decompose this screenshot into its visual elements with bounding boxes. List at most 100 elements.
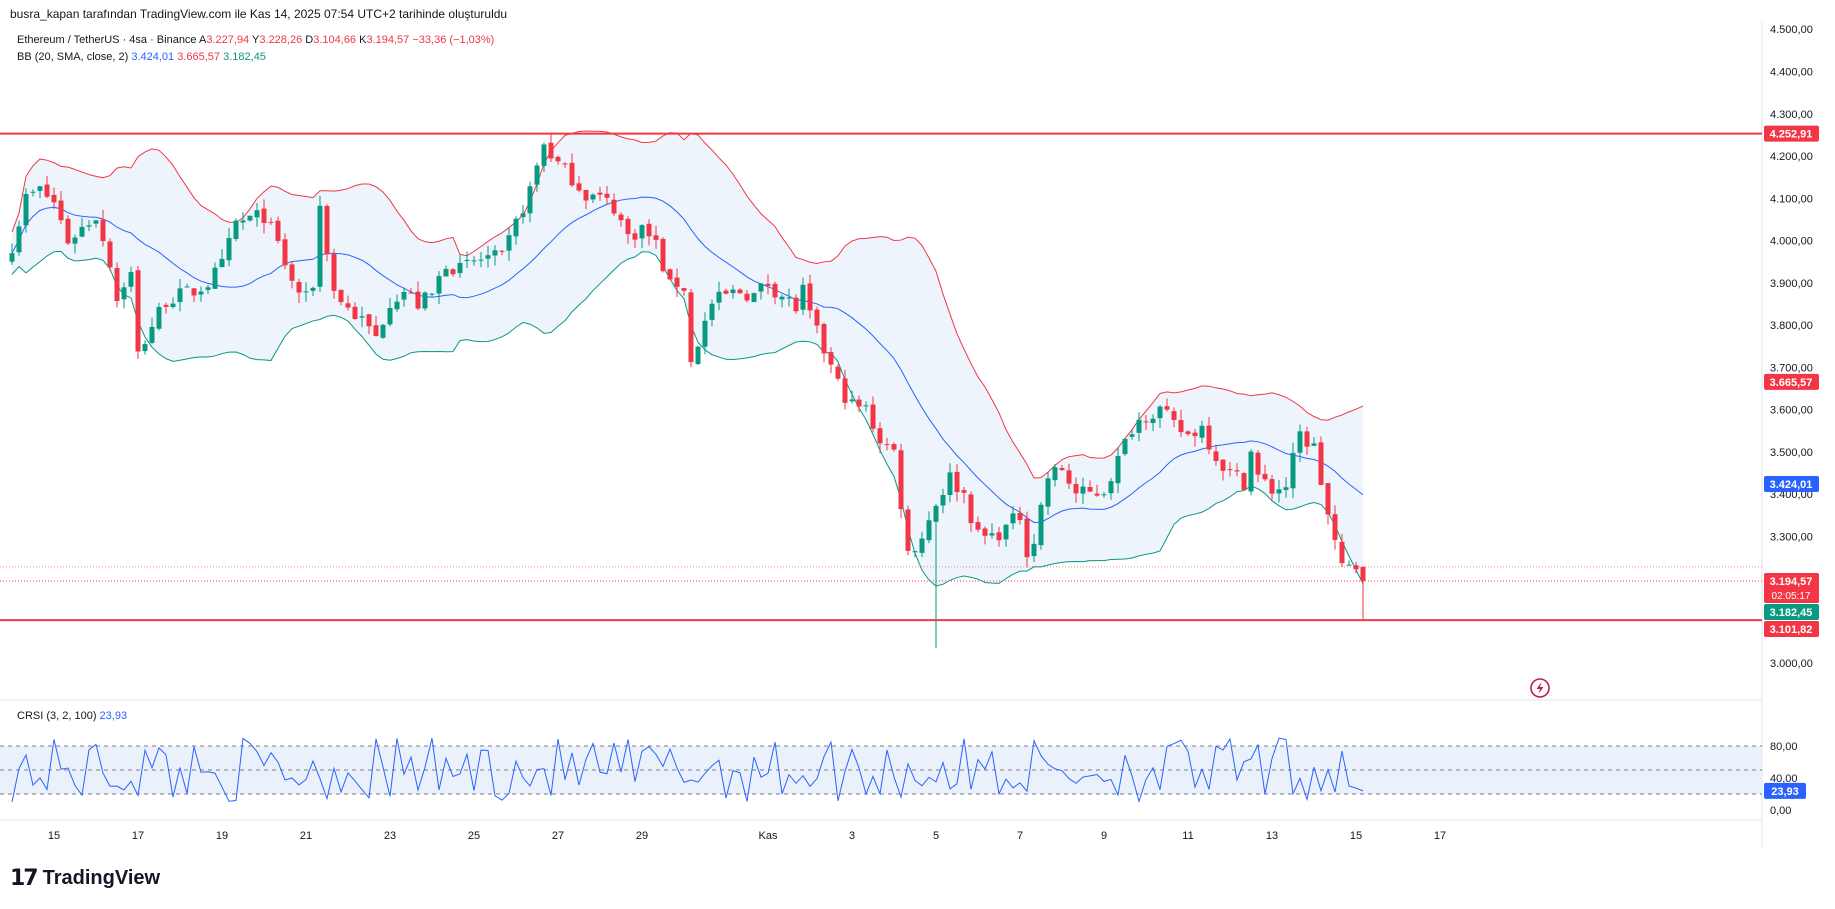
candle-body bbox=[1199, 425, 1205, 438]
candle bbox=[93, 219, 99, 228]
candle-body bbox=[499, 250, 505, 252]
time-tick-label: 21 bbox=[300, 830, 312, 842]
candle bbox=[226, 227, 232, 267]
time-tick-label: 29 bbox=[636, 830, 648, 842]
price-tick-label: 3.900,00 bbox=[1770, 278, 1813, 290]
candle-body bbox=[555, 156, 561, 162]
candle-body bbox=[1031, 543, 1037, 557]
crsi-pane[interactable] bbox=[0, 737, 1762, 804]
candle bbox=[1150, 414, 1156, 432]
candle bbox=[905, 505, 911, 556]
price-pane[interactable] bbox=[0, 130, 1762, 649]
candle-body bbox=[1318, 442, 1324, 485]
candle bbox=[9, 243, 15, 265]
candle bbox=[1304, 426, 1310, 455]
candle-body bbox=[884, 444, 890, 446]
tradingview-logo[interactable]: 17 TradingView bbox=[10, 866, 160, 891]
candle bbox=[989, 523, 995, 539]
candle bbox=[723, 288, 729, 295]
price-tick-label: 3.700,00 bbox=[1770, 362, 1813, 374]
candle bbox=[380, 323, 386, 339]
candle bbox=[191, 288, 197, 303]
candle bbox=[688, 288, 694, 368]
candle-body bbox=[793, 297, 799, 312]
candle-body bbox=[912, 551, 918, 553]
price-label-bg bbox=[1764, 603, 1819, 620]
price-label-bg bbox=[1764, 620, 1819, 637]
candle bbox=[891, 442, 897, 452]
candle bbox=[604, 186, 610, 205]
candle-body bbox=[821, 324, 827, 354]
bb-lower-line bbox=[11, 250, 1364, 587]
candle bbox=[37, 185, 43, 199]
candle-body bbox=[44, 184, 50, 197]
candle-body bbox=[877, 428, 883, 444]
lightning-icon[interactable] bbox=[1530, 678, 1550, 698]
candle-body bbox=[541, 144, 547, 166]
candle bbox=[289, 260, 295, 289]
candle-body bbox=[1164, 406, 1170, 410]
candle-body bbox=[611, 199, 617, 214]
candle bbox=[464, 251, 470, 269]
candle bbox=[23, 188, 29, 233]
candle-body bbox=[1220, 459, 1226, 471]
candle-body bbox=[667, 269, 673, 280]
candle-body bbox=[1325, 483, 1331, 515]
candle-body bbox=[170, 303, 176, 308]
bb-title: BB (20, SMA, close, 2) bbox=[17, 51, 129, 63]
candle-body bbox=[1003, 524, 1009, 540]
candle bbox=[1101, 491, 1107, 498]
candle-body bbox=[30, 191, 36, 193]
candle bbox=[16, 220, 22, 256]
candle-body bbox=[1150, 418, 1156, 424]
bb-basis-line bbox=[11, 196, 1364, 523]
candle-body bbox=[338, 289, 344, 303]
candle bbox=[772, 281, 778, 305]
candle bbox=[618, 212, 624, 227]
candle bbox=[1213, 444, 1219, 466]
candle-body bbox=[254, 210, 260, 218]
candle bbox=[1178, 409, 1184, 437]
candle-body bbox=[1262, 473, 1268, 480]
candle-body bbox=[1066, 470, 1072, 484]
crsi-legend[interactable]: CRSI (3, 2, 100) 23,93 bbox=[17, 710, 127, 722]
price-label-text: 3.182,45 bbox=[1770, 607, 1813, 619]
candle bbox=[800, 277, 806, 315]
candle bbox=[240, 212, 246, 230]
candle-body bbox=[786, 297, 792, 299]
candle-body bbox=[646, 223, 652, 237]
candle bbox=[821, 322, 827, 363]
price-tick-label: 3.400,00 bbox=[1770, 489, 1813, 501]
price-label-badge: 3.101,82 bbox=[1764, 620, 1819, 637]
candle-body bbox=[856, 399, 862, 407]
bb-legend[interactable]: BB (20, SMA, close, 2) 3.424,01 3.665,57… bbox=[17, 51, 266, 63]
time-tick-label: 5 bbox=[933, 830, 939, 842]
candle-body bbox=[604, 193, 610, 198]
candle-body bbox=[968, 494, 974, 524]
candle-body bbox=[275, 220, 281, 241]
candle-body bbox=[464, 259, 470, 262]
low-label: D bbox=[305, 34, 314, 46]
price-label-text: 4.252,91 bbox=[1770, 129, 1813, 141]
candle-body bbox=[177, 288, 183, 302]
candle bbox=[786, 288, 792, 307]
candle bbox=[128, 266, 134, 293]
candle-body bbox=[681, 288, 687, 291]
symbol-name: Ethereum / TetherUS · 4sa · Binance bbox=[17, 34, 197, 46]
candle-body bbox=[310, 287, 316, 291]
symbol-legend[interactable]: Ethereum / TetherUS · 4sa · Binance A3.2… bbox=[17, 34, 494, 46]
candle-body bbox=[1122, 438, 1128, 455]
candle-body bbox=[317, 205, 323, 287]
candle bbox=[275, 216, 281, 244]
price-label-badge: 3.194,57 02:05:17 bbox=[1764, 572, 1819, 603]
candle bbox=[352, 302, 358, 320]
candle-body bbox=[954, 471, 960, 493]
candle-body bbox=[926, 520, 932, 541]
candle-body bbox=[142, 344, 148, 352]
candle bbox=[177, 278, 183, 312]
candle-body bbox=[660, 238, 666, 272]
candle-body bbox=[121, 287, 127, 300]
candle-body bbox=[485, 255, 491, 259]
candle bbox=[975, 516, 981, 533]
